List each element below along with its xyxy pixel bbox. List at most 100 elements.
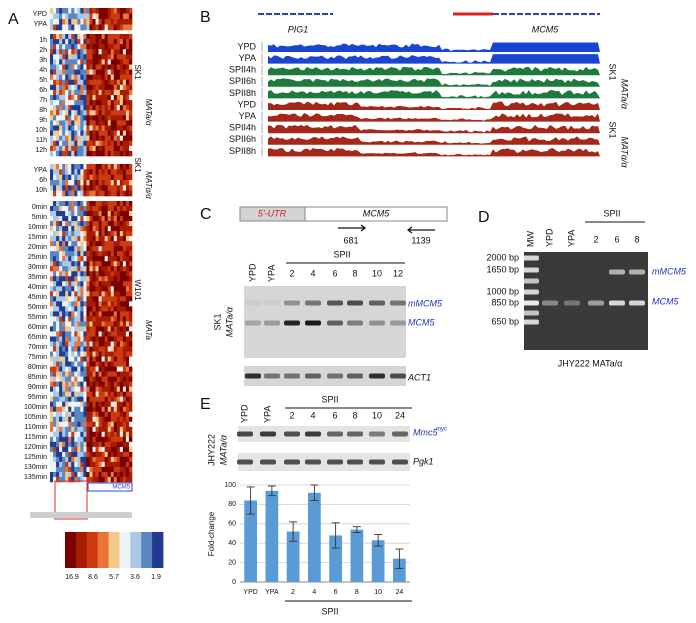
heatmap-cell <box>110 306 115 312</box>
heatmap-cell <box>59 306 63 312</box>
heatmap-cell <box>59 271 63 277</box>
heatmap-cell <box>56 286 60 292</box>
heatmap-cell <box>68 140 72 147</box>
heatmap-cell <box>74 411 78 418</box>
heatmap-cell <box>125 59 130 65</box>
heatmap-cell <box>107 341 112 347</box>
heatmap-cell <box>104 79 109 86</box>
heatmap-cell <box>116 44 121 50</box>
heatmap-cell <box>95 261 99 267</box>
heatmap-cell <box>50 286 54 292</box>
heatmap-cell <box>101 74 105 81</box>
heatmap-cell <box>71 110 75 116</box>
utr-label: 5'-UTR <box>258 208 287 218</box>
blot-band <box>523 267 539 273</box>
heatmap-cell <box>68 271 72 277</box>
track-label: YPA <box>239 111 256 121</box>
heatmap-cell <box>110 216 115 222</box>
heatmap-cell <box>83 256 87 262</box>
heatmap-cell <box>116 336 121 342</box>
heatmap-cell <box>74 54 78 60</box>
heatmap-cell <box>56 100 60 106</box>
heatmap-cell <box>74 466 78 473</box>
heatmap-cell <box>62 321 66 327</box>
heatmap-cell <box>50 396 54 403</box>
heatmap-cell <box>68 456 72 463</box>
heatmap-cell <box>125 351 130 357</box>
heatmap-cell <box>113 174 118 181</box>
heatmap-cell <box>56 89 60 96</box>
heatmap-cell <box>116 446 121 453</box>
heatmap-cell <box>101 296 105 302</box>
heatmap-cell <box>92 89 96 96</box>
heatmap-cell <box>68 386 72 392</box>
heatmap-cell <box>107 79 112 86</box>
band-label: MCM5 <box>408 317 435 327</box>
heatmap-cell <box>116 246 121 252</box>
heatmap-cell <box>92 351 96 357</box>
heatmap-cell <box>65 89 69 96</box>
heatmap-cell <box>89 301 93 307</box>
heatmap-cell <box>125 391 130 397</box>
heatmap-cell <box>95 396 99 403</box>
heatmap-cell <box>128 201 133 207</box>
heatmap-cell <box>56 190 60 197</box>
heatmap-cell <box>110 436 115 443</box>
heatmap-cell <box>89 411 93 418</box>
heatmap-cell <box>62 241 66 247</box>
heatmap-cell <box>80 110 84 116</box>
heatmap-cell <box>77 416 81 423</box>
heatmap-cell <box>50 130 54 136</box>
heatmap-cell <box>116 169 121 175</box>
heatmap-cell <box>89 211 93 217</box>
heatmap-cell <box>80 226 84 232</box>
heatmap-cell <box>77 246 81 252</box>
heatmap-cell <box>89 125 93 131</box>
row-label: 25min <box>28 254 47 261</box>
heatmap-cell <box>122 466 127 473</box>
heatmap-cell <box>53 416 57 423</box>
blot-band <box>390 300 406 306</box>
heatmap-cell <box>110 331 115 337</box>
heatmap-cell <box>104 216 109 222</box>
heatmap-cell <box>125 105 130 111</box>
heatmap-cell <box>80 476 84 483</box>
heatmap-cell <box>119 24 124 31</box>
heatmap-cell <box>62 251 66 257</box>
heatmap-cell <box>95 321 99 327</box>
heatmap-cell <box>92 401 96 408</box>
heatmap-cell <box>128 164 133 170</box>
heatmap-cell <box>89 436 93 443</box>
heatmap-cell <box>116 125 121 131</box>
heatmap-cell <box>71 8 75 14</box>
heatmap-cell <box>80 311 84 317</box>
heatmap-cell <box>122 296 127 302</box>
heatmap-cell <box>116 211 121 217</box>
heatmap-cell <box>107 59 112 65</box>
heatmap-cell <box>125 476 130 483</box>
heatmap-cell <box>68 306 72 312</box>
heatmap-cell <box>62 49 66 55</box>
heatmap-cell <box>125 169 130 175</box>
heatmap-cell <box>65 351 69 357</box>
heatmap-cell <box>71 120 75 126</box>
heatmap-cell <box>119 115 124 121</box>
heatmap-cell <box>125 206 130 212</box>
heatmap-cell <box>62 366 66 372</box>
heatmap-cell <box>116 221 121 227</box>
heatmap-cell <box>122 441 127 448</box>
heatmap-cell <box>53 221 57 227</box>
heatmap-cell <box>86 95 90 101</box>
heatmap-cell <box>65 286 69 292</box>
x-tick-label: YPD <box>243 589 257 596</box>
heatmap-cell <box>80 396 84 403</box>
heatmap-cell <box>107 281 112 287</box>
heatmap-cell <box>110 316 115 322</box>
heatmap-cell <box>104 89 109 96</box>
heatmap-cell <box>101 466 105 473</box>
lane-label: 12 <box>393 268 403 278</box>
heatmap-cell <box>74 361 78 367</box>
heatmap-cell <box>89 145 93 152</box>
heatmap-cell <box>92 13 96 20</box>
heatmap-cell <box>65 226 69 232</box>
